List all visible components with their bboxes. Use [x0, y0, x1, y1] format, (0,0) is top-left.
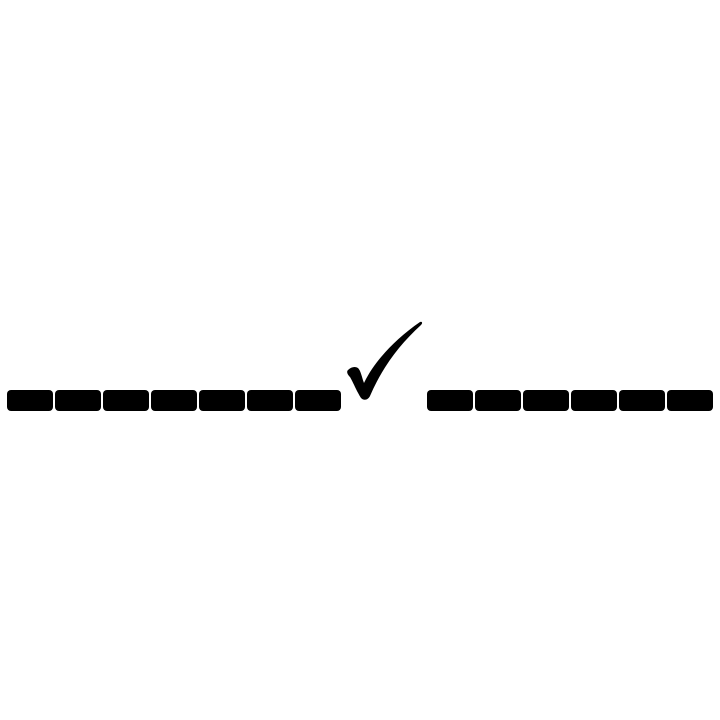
- dash-segment: [199, 390, 245, 411]
- dash-segment: [55, 390, 101, 411]
- dash-segment: [247, 390, 293, 411]
- dash-segment: [523, 390, 569, 411]
- dash-segment: [427, 390, 473, 411]
- check-mark-icon: [344, 320, 424, 402]
- dash-segment: [7, 390, 53, 411]
- dash-segment: [619, 390, 665, 411]
- dash-segment: [295, 390, 341, 411]
- dash-segment: [667, 390, 713, 411]
- dash-segment: [475, 390, 521, 411]
- dash-segment: [103, 390, 149, 411]
- left-segment-row: [7, 390, 341, 411]
- dash-segment: [571, 390, 617, 411]
- right-segment-row: [427, 390, 713, 411]
- dash-segment: [151, 390, 197, 411]
